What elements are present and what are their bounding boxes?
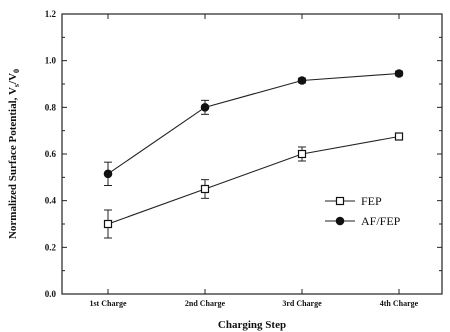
x-axis: 1st Charge 2nd Charge 3rd Charge 4th Charge bbox=[89, 14, 419, 308]
series-fep bbox=[103, 132, 404, 239]
data-point bbox=[297, 149, 307, 159]
y-tick-label: 0.6 bbox=[45, 149, 57, 159]
legend-marker bbox=[335, 196, 345, 206]
data-point bbox=[103, 169, 113, 179]
data-point bbox=[200, 184, 210, 194]
x-axis-title: Charging Step bbox=[218, 319, 286, 331]
series-af-fep bbox=[103, 69, 404, 186]
x-tick-label: 1st Charge bbox=[89, 299, 127, 308]
y-axis-title-sub1: s bbox=[12, 84, 21, 87]
data-point bbox=[394, 132, 404, 141]
y-tick-label: 0.0 bbox=[45, 289, 57, 299]
y-axis-title: Normalized Surface Potential, Vs/V0 bbox=[7, 69, 21, 239]
legend: FEP AF/FEP bbox=[325, 194, 401, 228]
series-layer bbox=[103, 69, 404, 239]
y-axis-title-sub2: 0 bbox=[12, 69, 21, 73]
data-point bbox=[200, 103, 210, 112]
y-tick-label: 1.0 bbox=[45, 56, 57, 66]
y-tick-label: 0.8 bbox=[45, 102, 57, 112]
y-axis-title-main: Normalized Surface Potential, V bbox=[7, 87, 19, 239]
legend-label: FEP bbox=[361, 194, 382, 208]
y-tick-label: 1.2 bbox=[45, 9, 57, 19]
legend-label: AF/FEP bbox=[361, 214, 401, 228]
legend-marker bbox=[335, 216, 345, 226]
x-tick-label: 2nd Charge bbox=[185, 299, 226, 308]
series-line bbox=[107, 135, 400, 225]
y-axis-title-mid: /V bbox=[7, 73, 19, 85]
y-axis: 0.0 0.2 0.4 0.6 0.8 1.0 1.2 bbox=[45, 9, 442, 299]
x-tick-label: 3rd Charge bbox=[282, 299, 322, 308]
series-line bbox=[107, 72, 400, 175]
data-point bbox=[103, 219, 113, 229]
x-tick-label: 4th Charge bbox=[380, 299, 419, 308]
y-tick-label: 0.2 bbox=[45, 242, 57, 252]
data-point bbox=[297, 76, 307, 85]
y-tick-label: 0.4 bbox=[45, 196, 57, 206]
plot-frame bbox=[61, 13, 443, 295]
data-point bbox=[394, 69, 404, 78]
